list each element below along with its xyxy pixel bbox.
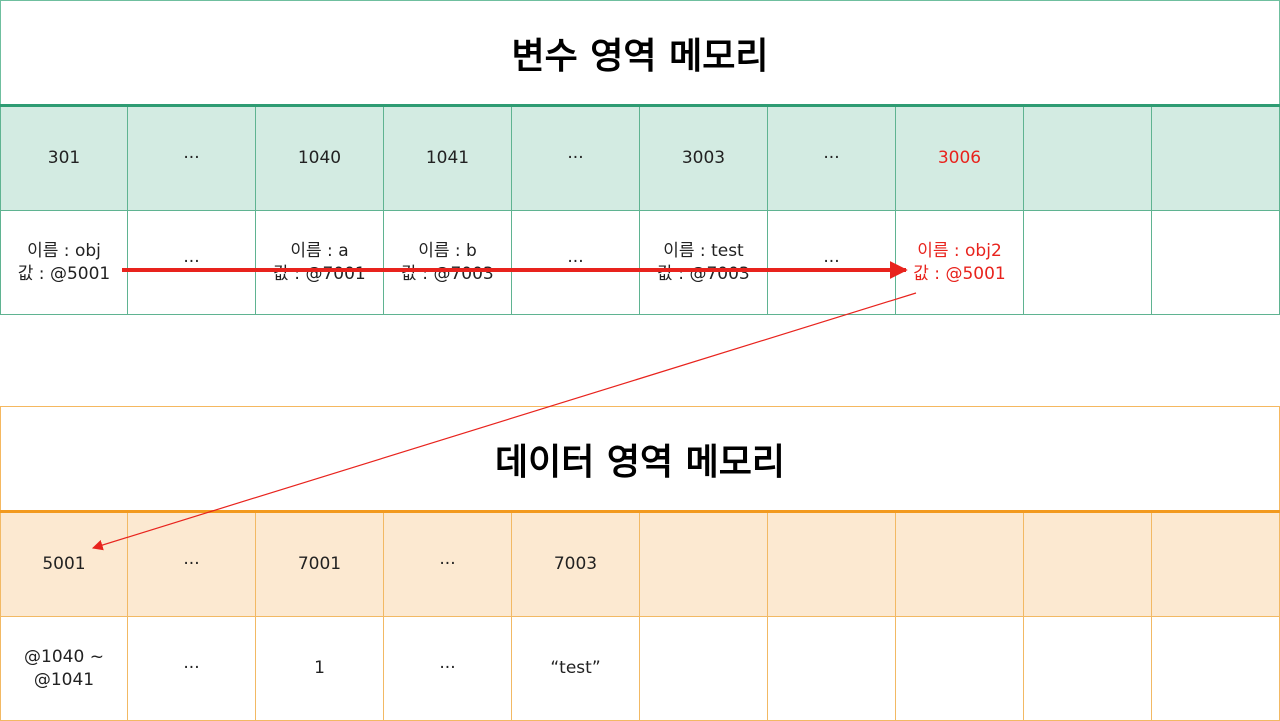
data-value-cell: ··· (384, 617, 512, 721)
var-address-cell: ··· (128, 107, 256, 211)
var-value-cell: 이름 : a 값 : @7001 (256, 211, 384, 315)
var-address-cell: ··· (512, 107, 640, 211)
data-value-cell (1152, 617, 1280, 721)
data-value-cell (768, 617, 896, 721)
var-value-cell: 이름 : obj 값 : @5001 (0, 211, 128, 315)
data-address-cell (640, 513, 768, 617)
variable-area-title-text: 변수 영역 메모리 (511, 35, 769, 77)
var-value-cell-highlight: 이름 : obj2 값 : @5001 (896, 211, 1024, 315)
data-value-cell: 1 (256, 617, 384, 721)
data-address-cell: 7003 (512, 513, 640, 617)
var-address-cell (1024, 107, 1152, 211)
var-value-cell: ··· (768, 211, 896, 315)
data-address-cell: 7001 (256, 513, 384, 617)
variable-area-table: 301 ··· 1040 1041 ··· 3003 ··· 3006 이름 :… (0, 104, 1280, 315)
data-address-cell: ··· (384, 513, 512, 617)
data-value-cell (640, 617, 768, 721)
data-value-cell: ··· (128, 617, 256, 721)
data-address-cell (768, 513, 896, 617)
data-address-cell: 5001 (0, 513, 128, 617)
data-address-cell (896, 513, 1024, 617)
data-value-cell (896, 617, 1024, 721)
variable-area-title: 변수 영역 메모리 (0, 0, 1280, 104)
var-address-cell (1152, 107, 1280, 211)
var-value-cell (1024, 211, 1152, 315)
var-address-cell: 1040 (256, 107, 384, 211)
data-area-table: 5001 ··· 7001 ··· 7003 @1040 ~ @1041 ···… (0, 510, 1280, 721)
var-value-cell: ··· (512, 211, 640, 315)
data-value-cell (1024, 617, 1152, 721)
var-address-cell: 1041 (384, 107, 512, 211)
data-value-cell: @1040 ~ @1041 (0, 617, 128, 721)
var-address-cell: 3003 (640, 107, 768, 211)
var-address-cell: ··· (768, 107, 896, 211)
var-value-cell (1152, 211, 1280, 315)
data-address-cell (1024, 513, 1152, 617)
data-address-cell: ··· (128, 513, 256, 617)
var-value-cell: 이름 : b 값 : @7003 (384, 211, 512, 315)
data-area-title: 데이터 영역 메모리 (0, 406, 1280, 510)
var-address-cell: 301 (0, 107, 128, 211)
data-address-cell (1152, 513, 1280, 617)
var-value-cell: ··· (128, 211, 256, 315)
data-value-cell: “test” (512, 617, 640, 721)
data-area-title-text: 데이터 영역 메모리 (494, 441, 786, 483)
var-value-cell: 이름 : test 값 : @7003 (640, 211, 768, 315)
var-address-cell-highlight: 3006 (896, 107, 1024, 211)
